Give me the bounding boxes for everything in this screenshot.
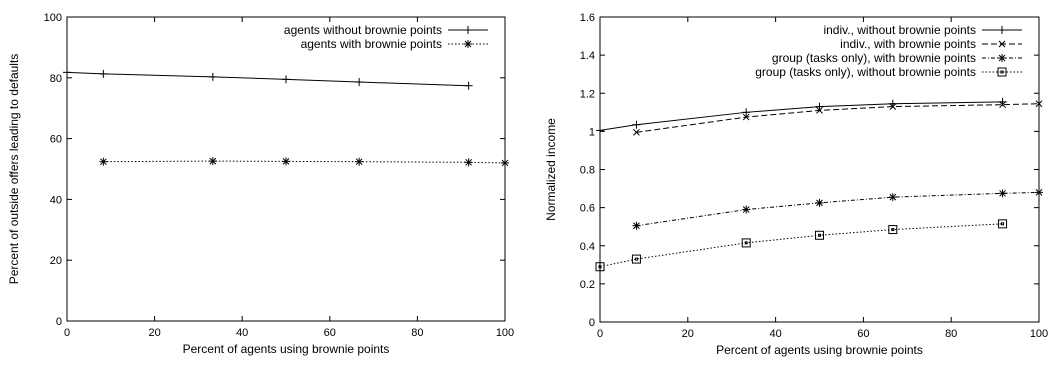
data-point <box>282 157 290 166</box>
legend-label: agents without brownie points <box>284 23 442 37</box>
x-tick-label: 20 <box>682 328 694 340</box>
data-point <box>631 254 641 264</box>
data-point <box>741 238 751 248</box>
data-point <box>742 205 751 214</box>
chart-right-svg: 0 20 40 60 80 100 0 0.2 0.4 0.6 0.8 1 1.2 1.4 1.6 Perce… <box>544 12 1048 357</box>
data-point <box>632 120 641 129</box>
x-tick-label: 80 <box>945 328 957 340</box>
legend-label: indiv., with brownie points <box>840 37 976 51</box>
series-1 <box>63 68 473 90</box>
legend-marker <box>998 26 1006 34</box>
data-point <box>63 68 71 77</box>
data-point <box>888 225 898 235</box>
x-tick-label: 80 <box>411 327 423 339</box>
data-point <box>464 158 473 167</box>
plot-frame <box>66 16 506 322</box>
data-point <box>355 157 364 166</box>
series-line <box>599 223 1003 268</box>
y-tick-label: 0.2 <box>580 279 595 291</box>
y-tick-label: 0 <box>56 316 62 328</box>
x-tick-label: 0 <box>64 327 70 339</box>
legend-label: indiv., without brownie points <box>823 23 976 37</box>
x-tick-label: 100 <box>496 327 514 339</box>
y-tick-label: 0.8 <box>580 165 595 177</box>
data-point <box>999 101 1006 109</box>
data-point <box>998 189 1007 198</box>
series-line <box>66 71 469 87</box>
x-tick-label: 100 <box>1030 328 1048 340</box>
series-3 <box>632 188 1043 230</box>
x-tick-label: 60 <box>324 327 336 339</box>
data-point <box>998 219 1008 229</box>
legend-label: group (tasks only), with brownie points <box>772 51 976 65</box>
data-point <box>815 198 824 207</box>
x-tick-label: 0 <box>597 328 603 340</box>
y-axis-label: Normalized income <box>544 118 558 221</box>
series-2 <box>633 100 1043 136</box>
data-point <box>208 157 217 166</box>
data-point <box>889 103 897 110</box>
series-line <box>103 160 506 164</box>
data-point <box>1035 100 1043 108</box>
legend-marker <box>998 54 1006 62</box>
legend-label: agents with brownie points <box>301 37 442 51</box>
legend-marker <box>998 40 1006 48</box>
y-axis-label: Percent of outside offers leading to def… <box>7 54 21 285</box>
data-point <box>282 75 290 84</box>
data-point <box>464 81 473 90</box>
y-tick-label: 0.4 <box>580 241 595 253</box>
data-point <box>742 108 751 117</box>
legend-marker <box>464 40 472 48</box>
series-4 <box>595 219 1008 272</box>
y-tick-label: 20 <box>50 255 62 267</box>
data-point <box>632 221 641 230</box>
series-line <box>599 101 1003 131</box>
x-axis-label: Percent of agents using brownie points <box>183 342 390 356</box>
legend-marker <box>464 26 472 34</box>
y-tick-label: 80 <box>50 73 62 85</box>
data-point <box>815 102 824 111</box>
x-tick-label: 60 <box>857 328 869 340</box>
y-tick-label: 0 <box>589 317 595 329</box>
data-point <box>99 157 108 166</box>
data-point <box>633 128 640 136</box>
y-tick-label: 1.4 <box>580 50 595 62</box>
data-point <box>208 72 217 81</box>
x-tick-label: 40 <box>769 328 781 340</box>
y-tick-label: 40 <box>50 194 62 206</box>
data-point <box>742 113 750 121</box>
data-point <box>595 262 605 272</box>
series-line <box>636 191 1040 227</box>
data-point <box>815 230 824 240</box>
x-tick-label: 40 <box>236 327 248 339</box>
legend-label: group (tasks only), without brownie poin… <box>755 65 976 79</box>
legend-marker <box>997 67 1007 77</box>
y-tick-label: 1.2 <box>580 88 595 100</box>
y-tick-label: 1.6 <box>580 12 595 24</box>
x-axis-label: Percent of agents using brownie points <box>716 343 923 357</box>
data-point <box>816 107 823 114</box>
data-point <box>888 193 897 202</box>
y-tick-label: 60 <box>50 134 62 146</box>
y-tick-label: 0.6 <box>580 203 595 215</box>
chart-left-svg: 0 20 40 60 80 100 0 20 40 60 80 100 Percent of agent… <box>7 12 514 356</box>
data-point <box>501 158 509 167</box>
data-point <box>355 78 364 87</box>
x-tick-label: 20 <box>148 327 160 339</box>
series-line <box>636 103 1040 133</box>
data-point <box>1035 188 1043 197</box>
data-point <box>596 126 604 135</box>
y-tick-label: 1 <box>589 126 595 138</box>
y-tick-label: 100 <box>44 12 62 24</box>
data-point <box>99 69 108 78</box>
series-2 <box>99 157 509 167</box>
